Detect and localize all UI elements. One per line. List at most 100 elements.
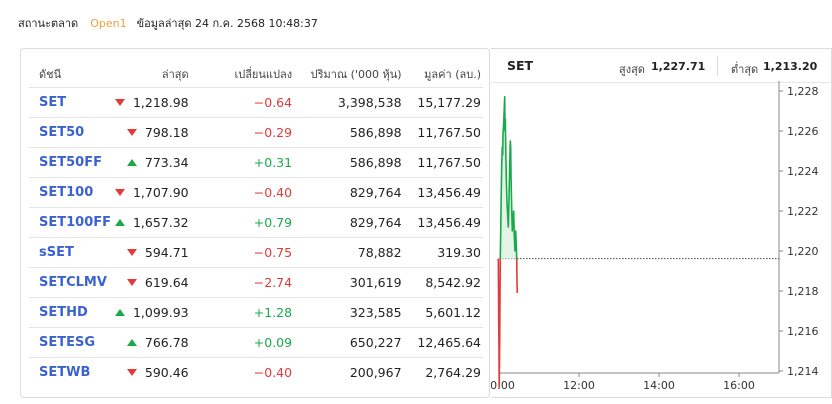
- change-value: −0.29: [188, 116, 293, 147]
- col-header-last: ล่าสุด: [161, 67, 189, 81]
- area-fill-up: [500, 96, 517, 259]
- set-chart-panel: SET สูงสุด 1,227.71 ต่ำสุด 1,213.20 1,22…: [491, 48, 832, 398]
- chart-header: SET สูงสุด 1,227.71 ต่ำสุด 1,213.20: [491, 49, 832, 83]
- header-divider: [717, 56, 718, 76]
- last-cell: 1,218.98: [111, 86, 189, 117]
- table-row[interactable]: SET100FF 1,657.32 +0.79 829,764 13,456.49: [29, 206, 483, 237]
- change-value: +0.31: [188, 146, 293, 177]
- table-row[interactable]: SET100 1,707.90 −0.40 829,764 13,456.49: [29, 176, 483, 207]
- last-value: 1,218.98: [132, 94, 189, 110]
- index-name-link[interactable]: SETWB: [29, 356, 112, 387]
- index-name-link[interactable]: SET: [29, 86, 112, 117]
- last-value: 773.34: [144, 154, 189, 170]
- value-value: 2,764.29: [401, 356, 483, 387]
- value-value: 11,767.50: [401, 146, 483, 177]
- volume-value: 829,764: [292, 206, 402, 237]
- y-tick-label: 1,218: [787, 285, 819, 298]
- last-updated-text: ข้อมูลล่าสุด 24 ก.ค. 2568 10:48:37: [136, 17, 318, 30]
- price-line-down: [497, 258, 502, 388]
- change-value: −0.40: [188, 176, 293, 207]
- table-row[interactable]: SET50 798.18 −0.29 586,898 11,767.50: [29, 116, 483, 147]
- value-value: 11,767.50: [401, 116, 483, 147]
- last-value: 766.78: [144, 334, 189, 350]
- y-tick-label: 1,226: [787, 125, 819, 138]
- value-value: 13,456.49: [401, 176, 483, 207]
- col-header-change: เปลี่ยนแปลง: [234, 67, 293, 81]
- intraday-chart[interactable]: 1,228 1,226 1,224 1,222 1,220 1,218 1,216 1,214…: [491, 49, 832, 399]
- last-value: 590.46: [144, 364, 189, 380]
- change-value: +1.28: [188, 296, 293, 327]
- down-arrow-icon: [126, 248, 137, 256]
- value-value: 15,177.29: [401, 86, 483, 117]
- y-tick-label: 1,222: [787, 205, 819, 218]
- change-value: +0.09: [188, 326, 293, 357]
- value-value: 12,465.64: [401, 326, 483, 357]
- up-arrow-icon: [114, 308, 125, 316]
- last-cell: 798.18: [111, 116, 189, 147]
- value-value: 319.30: [401, 236, 483, 267]
- change-value: +0.79: [188, 206, 293, 237]
- up-arrow-icon: [126, 338, 137, 346]
- last-value: 594.71: [144, 244, 189, 260]
- low-label: ต่ำสุด: [731, 63, 759, 76]
- price-line-down: [515, 258, 519, 294]
- value-value: 5,601.12: [401, 296, 483, 327]
- index-name-link[interactable]: SET50FF: [29, 146, 112, 177]
- index-table-panel: ดัชนี ล่าสุด เปลี่ยนแปลง ปริมาณ ('000 หุ…: [20, 48, 490, 398]
- last-cell: 619.64: [111, 266, 189, 297]
- index-name-link[interactable]: sSET: [29, 236, 112, 267]
- y-tick-label: 1,224: [787, 165, 819, 178]
- index-name-link[interactable]: SETHD: [29, 296, 112, 327]
- market-status-label: สถานะตลาด: [18, 17, 79, 30]
- x-tick-label: 10:00: [491, 379, 515, 392]
- last-cell: 594.71: [111, 236, 189, 267]
- change-value: −0.75: [188, 236, 293, 267]
- change-value: −0.64: [188, 86, 293, 117]
- value-value: 8,542.92: [401, 266, 483, 297]
- y-tick-label: 1,220: [787, 245, 819, 258]
- x-tick-label: 12:00: [563, 379, 595, 392]
- up-arrow-icon: [114, 218, 125, 226]
- volume-value: 586,898: [292, 146, 402, 177]
- last-cell: 1,657.32: [111, 206, 189, 237]
- table-row[interactable]: SETWB 590.46 −0.40 200,967 2,764.29: [29, 356, 483, 387]
- down-arrow-icon: [126, 368, 137, 376]
- up-arrow-icon: [126, 158, 137, 166]
- table-row[interactable]: SETHD 1,099.93 +1.28 323,585 5,601.12: [29, 296, 483, 327]
- down-arrow-icon: [126, 128, 137, 136]
- high-value: 1,227.71: [651, 60, 706, 73]
- table-row[interactable]: sSET 594.71 −0.75 78,882 319.30: [29, 236, 483, 267]
- table-row[interactable]: SET 1,218.98 −0.64 3,398,538 15,177.29: [29, 86, 483, 117]
- low-value: 1,213.20: [763, 60, 818, 73]
- last-value: 1,707.90: [132, 184, 189, 200]
- col-header-name: ดัชนี: [39, 67, 62, 81]
- index-name-link[interactable]: SET50: [29, 116, 112, 147]
- last-cell: 590.46: [111, 356, 189, 387]
- x-tick-label: 14:00: [643, 379, 675, 392]
- change-value: −0.40: [188, 356, 293, 387]
- col-header-volume: ปริมาณ ('000 หุ้น): [310, 67, 402, 81]
- last-value: 1,099.93: [132, 304, 189, 320]
- volume-value: 650,227: [292, 326, 402, 357]
- table-header-row: ดัชนี ล่าสุด เปลี่ยนแปลง ปริมาณ ('000 หุ…: [29, 61, 483, 87]
- volume-value: 586,898: [292, 116, 402, 147]
- change-value: −2.74: [188, 266, 293, 297]
- last-value: 798.18: [144, 124, 189, 140]
- down-arrow-icon: [114, 98, 125, 106]
- table-row[interactable]: SETCLMV 619.64 −2.74 301,619 8,542.92: [29, 266, 483, 297]
- last-cell: 766.78: [111, 326, 189, 357]
- table-row[interactable]: SETESG 766.78 +0.09 650,227 12,465.64: [29, 326, 483, 357]
- col-header-value: มูลค่า (ลบ.): [424, 67, 481, 81]
- price-line-up: [499, 95, 518, 259]
- volume-value: 323,585: [292, 296, 402, 327]
- high-label: สูงสุด: [619, 63, 645, 76]
- value-value: 13,456.49: [401, 206, 483, 237]
- last-cell: 773.34: [111, 146, 189, 177]
- chart-index-name: SET: [507, 58, 534, 73]
- table-row[interactable]: SET50FF 773.34 +0.31 586,898 11,767.50: [29, 146, 483, 177]
- index-name-link[interactable]: SET100: [29, 176, 112, 207]
- index-name-link[interactable]: SETESG: [29, 326, 112, 357]
- index-name-link[interactable]: SET100FF: [29, 206, 112, 237]
- market-status-bar: สถานะตลาด Open1 ข้อมูลล่าสุด 24 ก.ค. 256…: [18, 14, 318, 32]
- index-name-link[interactable]: SETCLMV: [29, 266, 112, 297]
